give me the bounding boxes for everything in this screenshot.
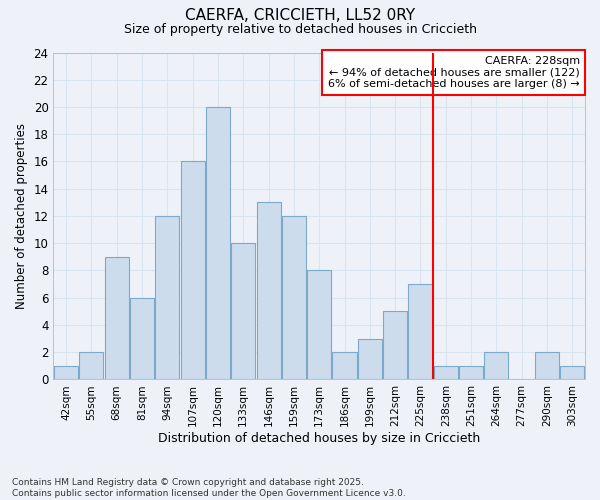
- Bar: [282, 216, 306, 380]
- X-axis label: Distribution of detached houses by size in Criccieth: Distribution of detached houses by size …: [158, 432, 481, 445]
- Bar: [409, 284, 433, 380]
- Bar: [79, 352, 103, 380]
- Bar: [535, 352, 559, 380]
- Bar: [358, 338, 382, 380]
- Text: CAERFA: 228sqm
← 94% of detached houses are smaller (122)
6% of semi-detached ho: CAERFA: 228sqm ← 94% of detached houses …: [328, 56, 580, 89]
- Text: Size of property relative to detached houses in Criccieth: Size of property relative to detached ho…: [124, 22, 476, 36]
- Bar: [484, 352, 508, 380]
- Bar: [155, 216, 179, 380]
- Bar: [434, 366, 458, 380]
- Text: Contains HM Land Registry data © Crown copyright and database right 2025.
Contai: Contains HM Land Registry data © Crown c…: [12, 478, 406, 498]
- Bar: [459, 366, 483, 380]
- Bar: [307, 270, 331, 380]
- Bar: [206, 107, 230, 380]
- Text: CAERFA, CRICCIETH, LL52 0RY: CAERFA, CRICCIETH, LL52 0RY: [185, 8, 415, 22]
- Bar: [181, 162, 205, 380]
- Bar: [104, 257, 129, 380]
- Bar: [130, 298, 154, 380]
- Bar: [332, 352, 356, 380]
- Bar: [54, 366, 78, 380]
- Bar: [231, 243, 255, 380]
- Bar: [560, 366, 584, 380]
- Y-axis label: Number of detached properties: Number of detached properties: [15, 123, 28, 309]
- Bar: [257, 202, 281, 380]
- Bar: [383, 312, 407, 380]
